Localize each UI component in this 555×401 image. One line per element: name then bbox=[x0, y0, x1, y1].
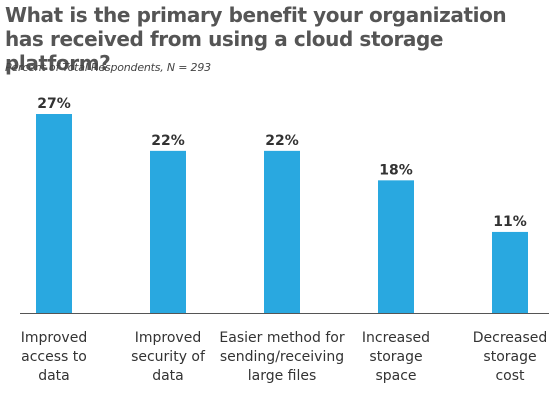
category-label: Decreased bbox=[473, 330, 548, 346]
category-label: access to bbox=[21, 349, 87, 365]
category-label: data bbox=[38, 368, 70, 384]
category-label: Easier method for bbox=[219, 330, 344, 346]
category-label: space bbox=[375, 368, 416, 384]
bar bbox=[378, 180, 414, 313]
data-label: 22% bbox=[151, 133, 185, 149]
data-label: 27% bbox=[37, 96, 71, 112]
bar bbox=[36, 114, 72, 313]
bar bbox=[492, 231, 528, 313]
chart-subtitle: Percent of Total Respondents, N = 293 bbox=[5, 61, 211, 74]
category-label: Increased bbox=[362, 330, 430, 346]
data-label: 11% bbox=[493, 214, 527, 230]
bar bbox=[264, 150, 300, 313]
category-label: cost bbox=[495, 368, 525, 384]
category-label: Improved bbox=[135, 330, 201, 346]
category-label: Improved bbox=[21, 330, 87, 346]
data-label: 18% bbox=[379, 162, 413, 178]
bar bbox=[150, 150, 186, 313]
chart-title: What is the primary benefit your organiz… bbox=[5, 3, 507, 75]
category-label: large files bbox=[248, 368, 317, 384]
data-label: 22% bbox=[265, 133, 299, 149]
category-label: storage bbox=[483, 349, 536, 365]
category-label: data bbox=[152, 368, 184, 384]
category-label: sending/receiving bbox=[220, 349, 344, 365]
category-label: storage bbox=[369, 349, 422, 365]
category-label: security of bbox=[131, 349, 206, 365]
